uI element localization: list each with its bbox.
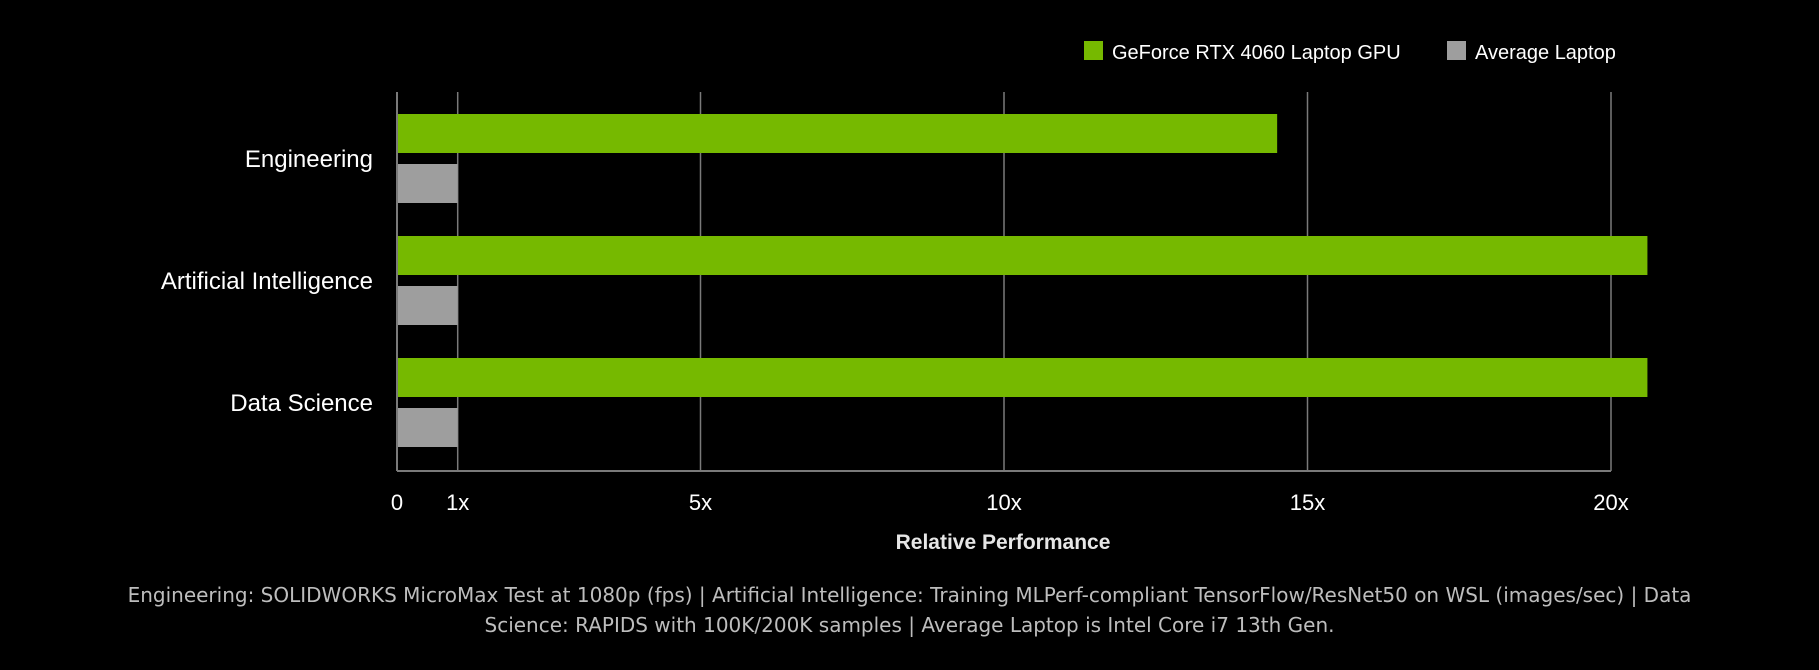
- x-tick-label: 0: [391, 490, 403, 515]
- legend: GeForce RTX 4060 Laptop GPU Average Lapto…: [1084, 41, 1616, 64]
- legend-label-rtx4060: GeForce RTX 4060 Laptop GPU: [1112, 42, 1401, 64]
- footnote-line-2: Science: RAPIDS with 100K/200K samples |…: [484, 613, 1335, 637]
- grid-lines: [456, 92, 1612, 471]
- legend-swatch-rtx4060: [1084, 41, 1103, 60]
- x-axis-title: Relative Performance: [896, 531, 1111, 554]
- category-label: Artificial Intelligence: [161, 268, 373, 295]
- footnote: Engineering: SOLIDWORKS MicroMax Test at…: [120, 580, 1699, 640]
- x-tick-label: 1x: [446, 490, 469, 515]
- axes: [396, 92, 1611, 472]
- x-tick-label: 5x: [689, 490, 712, 515]
- bar-rtx4060-artificial-intelligence: [397, 236, 1648, 275]
- x-tick-label: 20x: [1593, 490, 1628, 515]
- bar-rtx4060-data-science: [397, 358, 1648, 397]
- legend-swatch-average-laptop: [1447, 41, 1466, 60]
- footnote-line-1: Engineering: SOLIDWORKS MicroMax Test at…: [127, 583, 1692, 607]
- bar-average-laptop-artificial-intelligence: [397, 286, 458, 325]
- category-label: Engineering: [245, 146, 373, 173]
- x-tick-label: 15x: [1290, 490, 1325, 515]
- category-label: Data Science: [230, 390, 373, 417]
- bar-rtx4060-engineering: [397, 114, 1278, 153]
- x-tick-label: 10x: [986, 490, 1021, 515]
- labels: Engineering Artificial Intelligence Data S…: [161, 146, 1629, 554]
- legend-label-average-laptop: Average Laptop: [1475, 42, 1616, 64]
- bar-average-laptop-data-science: [397, 408, 458, 447]
- bars: [397, 114, 1648, 447]
- bar-average-laptop-engineering: [397, 164, 458, 203]
